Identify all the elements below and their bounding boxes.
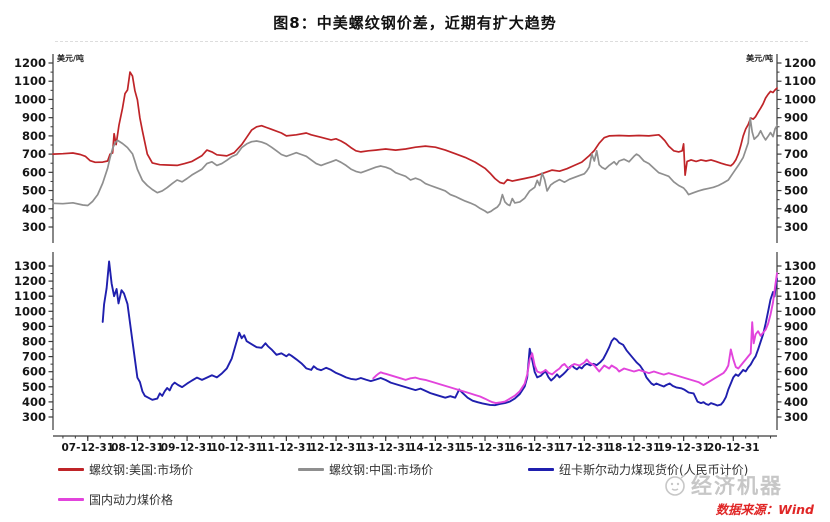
svg-text:1300: 1300	[14, 259, 46, 273]
svg-text:07-12-31: 07-12-31	[61, 442, 114, 454]
svg-text:400: 400	[784, 202, 808, 216]
svg-text:300: 300	[22, 410, 46, 424]
svg-text:19-12-31: 19-12-31	[657, 442, 710, 454]
legend-swatch-cn-rebar	[298, 468, 324, 471]
svg-text:17-12-31: 17-12-31	[558, 442, 611, 454]
svg-text:14-12-31: 14-12-31	[409, 442, 462, 454]
svg-text:08-12-31: 08-12-31	[111, 442, 164, 454]
svg-text:10-12-31: 10-12-31	[210, 442, 263, 454]
svg-text:1100: 1100	[14, 289, 46, 303]
svg-text:1200: 1200	[14, 274, 46, 288]
svg-text:12-12-31: 12-12-31	[310, 442, 363, 454]
svg-text:1100: 1100	[14, 74, 46, 88]
svg-text:1200: 1200	[784, 274, 816, 288]
legend-item-domestic-coal: 国内动力煤价格	[58, 491, 173, 508]
legend-label: 国内动力煤价格	[89, 493, 174, 507]
svg-text:500: 500	[22, 380, 46, 394]
svg-text:800: 800	[22, 129, 46, 143]
legend-label: 纽卡斯尔动力煤现货价(人民币计价)	[559, 463, 749, 477]
svg-text:900: 900	[784, 319, 808, 333]
svg-text:1100: 1100	[784, 289, 816, 303]
svg-text:900: 900	[22, 111, 46, 125]
watermark-text: 经济机器	[691, 474, 783, 498]
svg-text:500: 500	[784, 184, 808, 198]
svg-text:13-12-31: 13-12-31	[359, 442, 412, 454]
svg-text:600: 600	[22, 365, 46, 379]
svg-text:700: 700	[784, 350, 808, 364]
svg-text:700: 700	[22, 147, 46, 161]
svg-text:1000: 1000	[784, 304, 816, 318]
legend-item-us-rebar: 螺纹钢:美国:市场价	[58, 461, 193, 478]
data-source: 数据来源：Wind	[715, 502, 814, 517]
legend-item-cn-rebar: 螺纹钢:中国:市场价	[298, 461, 433, 478]
svg-text:600: 600	[22, 165, 46, 179]
svg-text:美元/吨: 美元/吨	[57, 53, 84, 63]
svg-text:600: 600	[784, 365, 808, 379]
watermark: 经济机器	[662, 470, 783, 500]
legend-label: 螺纹钢:中国:市场价	[329, 463, 434, 477]
svg-text:1000: 1000	[14, 304, 46, 318]
legend-swatch-newcastle-coal	[528, 468, 554, 471]
svg-text:18-12-31: 18-12-31	[608, 442, 661, 454]
svg-text:600: 600	[784, 165, 808, 179]
svg-text:500: 500	[784, 380, 808, 394]
svg-text:400: 400	[22, 202, 46, 216]
svg-text:美元/吨: 美元/吨	[746, 53, 773, 63]
svg-text:300: 300	[784, 220, 808, 234]
svg-text:1100: 1100	[784, 74, 816, 88]
svg-text:500: 500	[22, 184, 46, 198]
svg-text:800: 800	[784, 129, 808, 143]
svg-text:900: 900	[22, 319, 46, 333]
svg-text:1300: 1300	[784, 259, 816, 273]
svg-text:09-12-31: 09-12-31	[161, 442, 214, 454]
svg-text:11-12-31: 11-12-31	[260, 442, 313, 454]
legend-label: 螺纹钢:美国:市场价	[89, 463, 194, 477]
watermark-logo-icon	[665, 474, 686, 496]
svg-text:400: 400	[784, 395, 808, 409]
svg-text:700: 700	[784, 147, 808, 161]
svg-text:300: 300	[22, 220, 46, 234]
svg-text:800: 800	[784, 335, 808, 349]
legend-swatch-domestic-coal	[58, 498, 84, 501]
svg-text:20-12-31: 20-12-31	[707, 442, 760, 454]
svg-text:1200: 1200	[784, 56, 816, 70]
svg-text:700: 700	[22, 350, 46, 364]
svg-text:1200: 1200	[14, 56, 46, 70]
svg-text:16-12-31: 16-12-31	[508, 442, 561, 454]
legend-swatch-us-rebar	[58, 468, 84, 471]
svg-text:1000: 1000	[784, 92, 816, 106]
svg-text:400: 400	[22, 395, 46, 409]
legend-item-newcastle-coal: 纽卡斯尔动力煤现货价(人民币计价)	[528, 461, 748, 478]
svg-text:1000: 1000	[14, 92, 46, 106]
svg-text:300: 300	[784, 410, 808, 424]
title-divider	[55, 41, 808, 42]
svg-text:800: 800	[22, 335, 46, 349]
figure-title: 图8：中美螺纹钢价差，近期有扩大趋势	[273, 14, 557, 32]
svg-text:900: 900	[784, 111, 808, 125]
svg-text:15-12-31: 15-12-31	[459, 442, 512, 454]
